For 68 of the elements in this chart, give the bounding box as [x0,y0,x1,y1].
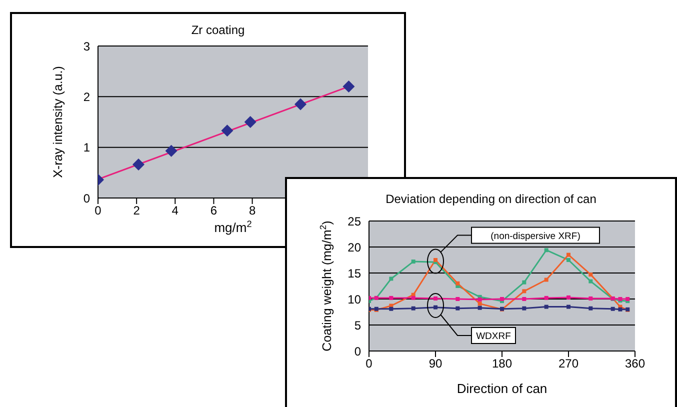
point [389,306,394,311]
x-tick-label: 360 [624,356,646,371]
y-tick-label: 5 [354,318,362,332]
x-tick-label: 270 [558,356,579,371]
chart-title: Deviation depending on direction of can [386,192,596,206]
x-tick-label: 90 [428,356,442,371]
x-axis-title: Direction of can [456,381,548,396]
point [500,297,504,301]
point [411,296,416,300]
point [456,306,460,310]
point [434,305,438,310]
point [244,116,256,128]
point [522,297,526,301]
point [522,280,526,284]
point [618,307,622,312]
point [411,260,416,264]
y-tick-label: 0 [83,191,90,206]
point [456,281,460,286]
point [544,248,548,252]
y-tick-label: 20 [348,240,362,254]
point [566,258,570,262]
point [389,296,394,300]
point [434,258,438,262]
point [588,306,593,310]
y-tick-label: 0 [354,344,362,358]
point [588,296,593,300]
point [544,304,548,309]
chart-title: Zr coating [191,23,245,37]
point [544,278,548,282]
point [478,306,482,310]
point [566,304,570,309]
point [221,124,234,137]
x-tick-label: 4 [172,204,179,218]
point [588,272,593,277]
point [588,279,593,284]
point [389,276,394,281]
y-tick-label: 10 [348,292,362,306]
x-tick-label: 8 [248,204,256,218]
point [132,158,144,171]
point [434,296,438,300]
y-tick-label: 3 [83,39,90,54]
point [626,297,630,301]
annotation: WDXRF [476,331,512,342]
point [566,252,570,257]
x-tick-label: 2 [133,204,140,218]
x-tick-label: 6 [210,204,218,218]
point [165,144,178,157]
point [294,98,306,110]
annotation: (non-dispersive XRF) [490,230,580,242]
point [456,297,460,301]
x-axis-title: mg/m$^{2}$ [214,219,252,235]
y-axis-title: X-ray intensity (a.u.) [51,66,65,178]
point [478,302,482,306]
point [544,296,548,300]
point [610,306,615,311]
y-tick-label: 25 [348,214,362,228]
y-tick-label: 1 [83,140,90,155]
x-tick-label: 180 [492,356,512,371]
point [522,289,526,294]
point [478,298,482,302]
y-tick-label: 2 [83,90,90,104]
point [566,295,570,300]
x-tick-label: 0 [366,356,373,371]
y-tick-label: 15 [348,266,362,280]
point [342,80,355,93]
point [411,306,416,310]
point [522,306,526,310]
x-tick-label: 0 [94,204,102,218]
